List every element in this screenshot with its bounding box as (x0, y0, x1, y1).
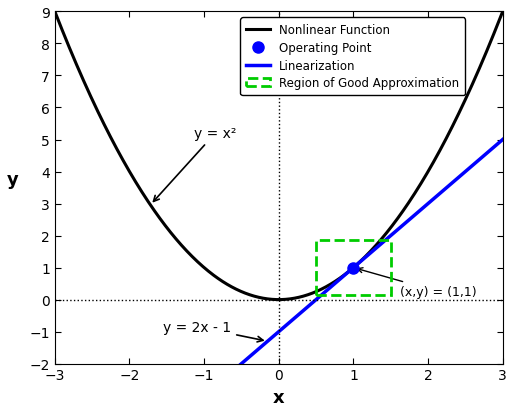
Nonlinear Function (295, 295, 301, 300)
Line: Nonlinear Function: Nonlinear Function (55, 12, 503, 300)
X-axis label: x: x (273, 388, 285, 406)
Text: y = 2x - 1: y = 2x - 1 (163, 320, 263, 342)
Nonlinear Function (420, 178, 426, 183)
Linearization (267, 337, 273, 342)
Text: y = x²: y = x² (154, 127, 236, 202)
Nonlinear Function (265, 297, 271, 301)
Nonlinear Function (500, 10, 506, 15)
Y-axis label: y: y (7, 170, 19, 188)
Line: Linearization: Linearization (55, 140, 503, 413)
Nonlinear Function (490, 35, 496, 40)
Nonlinear Function (319, 287, 325, 292)
Linearization (419, 207, 425, 212)
Text: (x,y) = (1,1): (x,y) = (1,1) (358, 268, 476, 298)
Bar (316, 241, 391, 295)
Legend: Nonlinear Function, Operating Point, Linearization, Region of Good Approximation: Nonlinear Function, Operating Point, Lin… (240, 18, 465, 96)
Nonlinear Function (275, 297, 281, 302)
Linearization (265, 339, 271, 344)
Linearization (294, 313, 300, 318)
Nonlinear Function (52, 10, 58, 15)
Linearization (500, 138, 506, 142)
Linearization (489, 147, 495, 152)
Linearization (318, 293, 324, 298)
Nonlinear Function (267, 297, 273, 302)
